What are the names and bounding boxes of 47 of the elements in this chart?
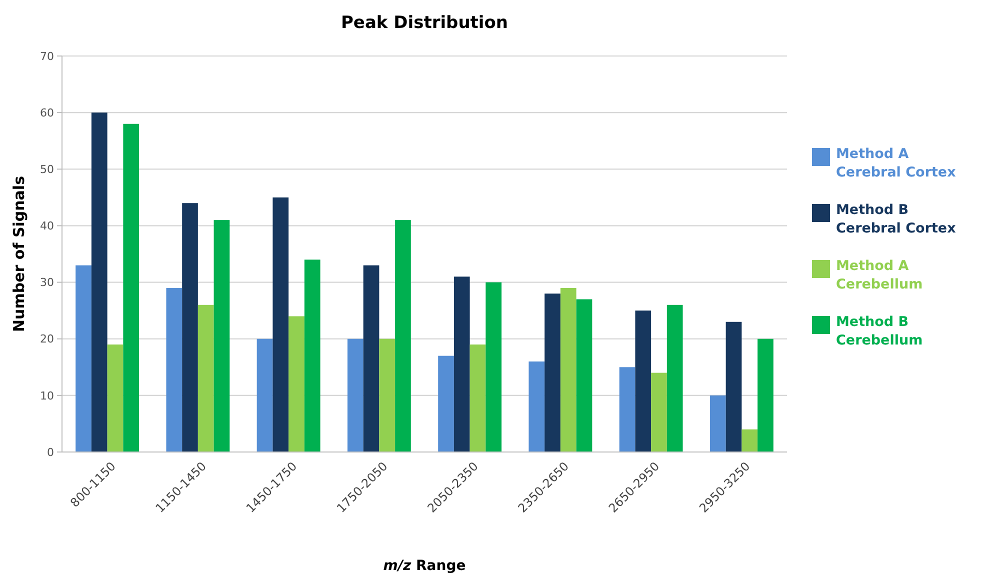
bar (758, 338, 774, 452)
bar (363, 265, 380, 452)
bar (123, 124, 140, 452)
bar (666, 304, 683, 452)
bar (726, 322, 742, 452)
bar (470, 344, 486, 452)
bar (438, 356, 454, 452)
bar (576, 299, 592, 452)
bar (560, 288, 576, 452)
bar (454, 276, 470, 452)
bar (710, 395, 726, 452)
bar (198, 304, 214, 452)
bar (166, 288, 182, 452)
y-tick-label: 0 (47, 446, 54, 459)
x-axis-title: m/z Range (383, 558, 466, 574)
legend-label: Method A Cerebellum (836, 258, 923, 292)
y-tick-label: 10 (40, 389, 54, 402)
y-tick-label: 70 (40, 50, 54, 63)
bar (742, 429, 758, 452)
bar (544, 294, 560, 452)
bar (395, 220, 411, 452)
legend-label: Method B Cerebellum (836, 314, 923, 348)
bar (214, 220, 230, 452)
bar (486, 282, 502, 452)
bar (304, 260, 320, 452)
y-tick-label: 50 (40, 162, 54, 176)
chart-title: Peak Distribution (340, 13, 508, 33)
legend-label: Method B Cerebral Cortex (836, 202, 956, 236)
y-tick-label: 20 (40, 332, 54, 346)
bar (288, 316, 304, 452)
bar (635, 310, 652, 452)
bar (91, 112, 108, 452)
bar (347, 338, 364, 452)
y-tick-label: 40 (40, 220, 54, 233)
bar (379, 338, 396, 452)
bar (272, 197, 289, 452)
y-tick-label: 30 (40, 276, 54, 290)
bar (528, 361, 545, 452)
bar (76, 265, 92, 452)
y-axis-title: Number of Signals (10, 176, 28, 332)
bar (182, 203, 198, 452)
bar (651, 372, 667, 452)
bar (619, 367, 636, 452)
bar (256, 338, 273, 452)
legend-label: Method A Cerebral Cortex (836, 146, 956, 180)
bar (107, 344, 124, 452)
y-tick-label: 60 (40, 106, 54, 120)
